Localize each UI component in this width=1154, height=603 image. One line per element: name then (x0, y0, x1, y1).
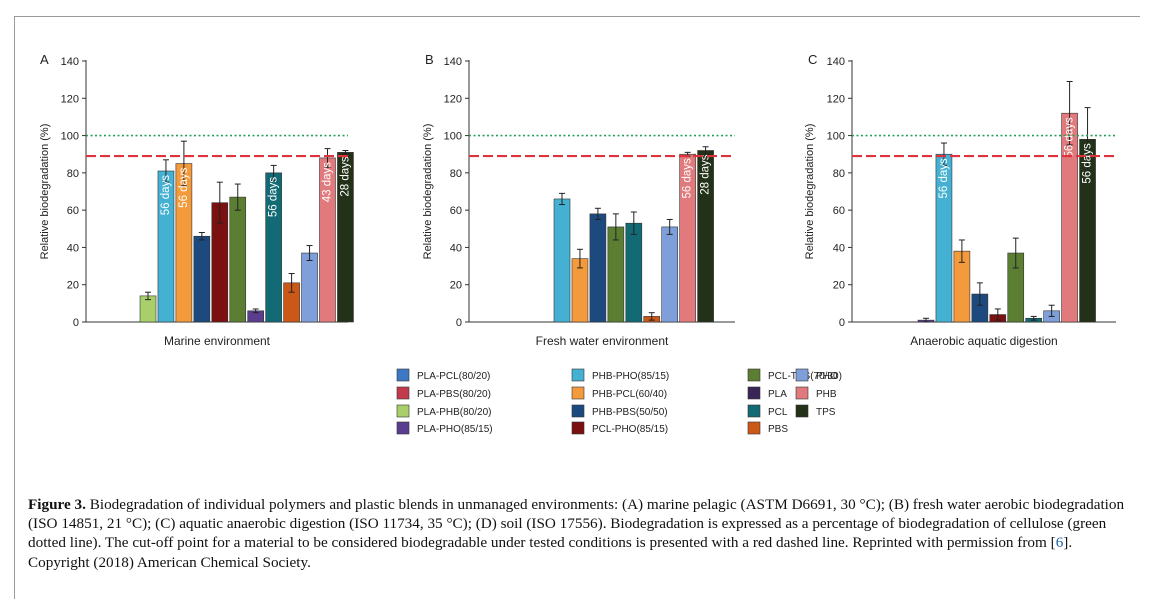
x-axis-label: Fresh water environment (536, 334, 669, 348)
panel-letter: A (40, 52, 49, 67)
legend-swatch (795, 368, 809, 382)
legend-swatch (747, 404, 761, 418)
legend-entry: PLA-PCL(80/20) (417, 371, 490, 382)
legend-swatch (571, 386, 585, 400)
legend-entry: PHO (816, 371, 838, 382)
y-tick-label: 120 (444, 93, 462, 105)
figure-charts: A Relative biodegradation (%) 0 20 40 60 80 100… (39, 52, 1116, 435)
bar-duration-label: 43 days (322, 162, 334, 203)
legend-swatch (571, 421, 585, 435)
figure-caption-copyright: ]. Copyright (2018) American Chemical So… (28, 534, 1073, 571)
legend-entry: PLA-PHB(80/20) (417, 407, 491, 418)
bar-duration-label: 56 days (1064, 117, 1076, 158)
chart-panel-a: A Relative biodegradation (%) 0 20 40 60 80 100… (39, 52, 354, 348)
legend-entry: PBS (768, 424, 788, 435)
legend-swatch (396, 368, 410, 382)
legend-swatch (396, 421, 410, 435)
y-tick-label: 0 (839, 317, 845, 329)
legend-swatch (571, 404, 585, 418)
y-tick-label: 140 (61, 56, 79, 68)
bar (301, 252, 318, 323)
bar-duration-label: 56 days (178, 167, 190, 208)
legend-entry: TPS (816, 407, 836, 418)
bar-duration-label: 56 days (160, 175, 172, 216)
legend-entry: PHB (816, 389, 837, 400)
panel-letter: C (808, 52, 817, 67)
legend-swatch (795, 404, 809, 418)
y-tick-label: 120 (61, 93, 79, 105)
panel-letter: B (425, 52, 434, 67)
y-tick-label: 80 (67, 168, 79, 180)
bar-duration-label: 56 days (682, 158, 694, 199)
y-tick-label: 100 (444, 131, 462, 143)
chart-panel-b: B Relative biodegradation (%) 0 20 40 60 80 100… (422, 52, 735, 348)
y-tick-label: 0 (73, 317, 79, 329)
x-axis-label: Anaerobic aquatic digestion (910, 334, 1057, 348)
y-tick-label: 120 (827, 93, 845, 105)
y-tick-label: 0 (456, 317, 462, 329)
legend-entry: PHB-PCL(60/40) (592, 389, 667, 400)
y-tick-label: 40 (67, 242, 79, 254)
bar (607, 226, 625, 323)
legend-swatch (747, 421, 761, 435)
y-tick-label: 40 (833, 242, 845, 254)
bar-duration-label: 56 days (1082, 143, 1094, 184)
y-tick-label: 140 (444, 56, 462, 68)
legend: PLA-PCL(80/20) PLA-PBS(80/20) PLA-PHB(80/2… (396, 368, 842, 435)
y-tick-label: 80 (450, 168, 462, 180)
y-axis-label: Relative biodegradation (%) (39, 124, 51, 260)
figure-caption: Figure 3. Biodegradation of individual p… (28, 495, 1128, 572)
y-tick-label: 60 (67, 205, 79, 217)
y-tick-label: 40 (450, 242, 462, 254)
legend-swatch (747, 386, 761, 400)
bar-duration-label: 56 days (268, 177, 280, 218)
legend-swatch (396, 404, 410, 418)
legend-entry: PHB-PHO(85/15) (592, 371, 669, 382)
bar (661, 226, 679, 323)
bar (625, 222, 643, 323)
y-tick-label: 80 (833, 168, 845, 180)
y-tick-label: 60 (833, 205, 845, 217)
y-tick-label: 20 (833, 280, 845, 292)
legend-swatch (571, 368, 585, 382)
chart-panel-c: C Relative biodegradation (%) 0 20 40 60 80 100… (804, 52, 1116, 348)
legend-entry: PCL (768, 407, 788, 418)
figure-frame-left (14, 16, 15, 599)
y-tick-label: 60 (450, 205, 462, 217)
bar (229, 196, 247, 323)
bar-duration-label: 28 days (700, 154, 712, 195)
figure-caption-text: Biodegradation of individual polymers an… (28, 496, 1125, 552)
bar (553, 198, 571, 323)
legend-entry: PLA-PHO(85/15) (417, 424, 493, 435)
legend-entry: PCL-PHO(85/15) (592, 424, 668, 435)
bar-duration-label: 56 days (938, 158, 950, 199)
legend-swatch (396, 386, 410, 400)
figure-frame-top (14, 16, 1140, 17)
y-tick-label: 100 (827, 131, 845, 143)
y-axis-label: Relative biodegradation (%) (422, 124, 434, 260)
legend-entry: PLA-PBS(80/20) (417, 389, 491, 400)
figure-caption-label: Figure 3. (28, 496, 86, 513)
y-tick-label: 100 (61, 131, 79, 143)
y-tick-label: 20 (450, 280, 462, 292)
legend-swatch (747, 368, 761, 382)
bar-duration-label: 28 days (339, 156, 351, 197)
reference-link[interactable]: 6 (1055, 534, 1064, 552)
y-axis-label: Relative biodegradation (%) (804, 124, 816, 260)
legend-entry: PLA (768, 389, 787, 400)
legend-entry: PHB-PBS(50/50) (592, 407, 668, 418)
y-tick-label: 20 (67, 280, 79, 292)
y-tick-label: 140 (827, 56, 845, 68)
bar (193, 235, 211, 323)
bar (589, 213, 607, 323)
legend-swatch (795, 386, 809, 400)
x-axis-label: Marine environment (164, 334, 271, 348)
